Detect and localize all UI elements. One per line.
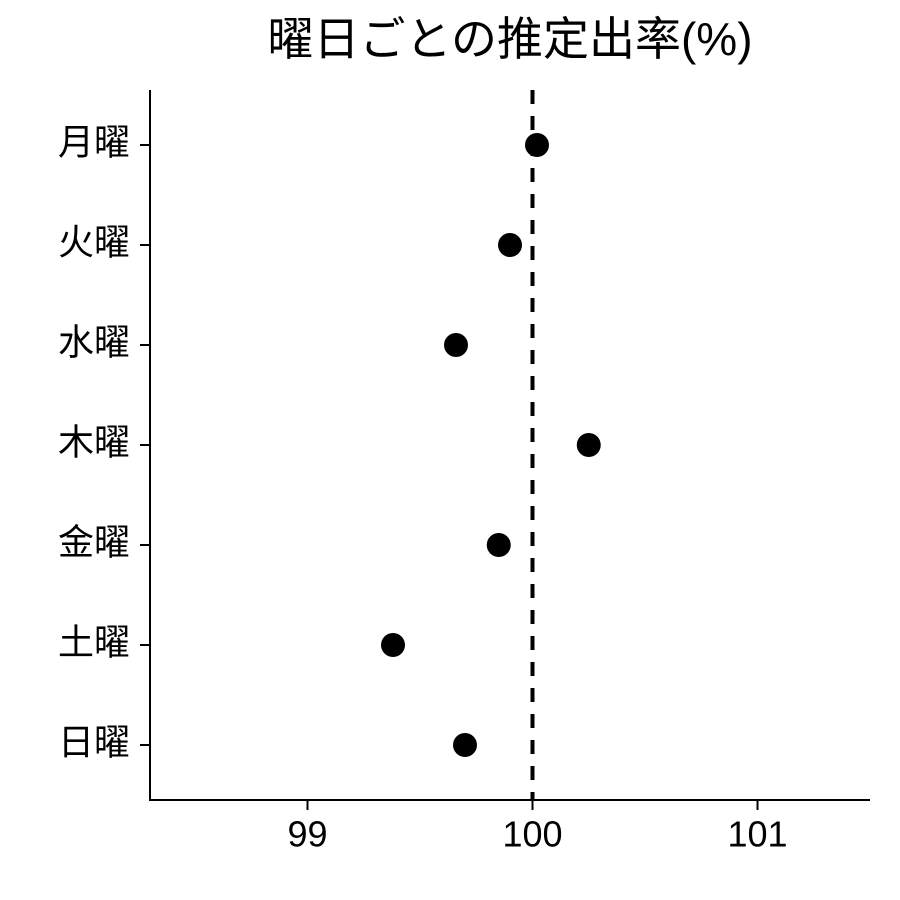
data-point xyxy=(453,733,477,757)
data-point xyxy=(525,133,549,157)
chart-title: 曜日ごとの推定出率(%) xyxy=(267,13,752,65)
data-point xyxy=(577,433,601,457)
y-tick-label: 火曜 xyxy=(58,222,130,263)
data-point xyxy=(498,233,522,257)
y-tick-label: 水曜 xyxy=(58,322,130,363)
dot-chart: 曜日ごとの推定出率(%) 99 100 101 月曜火曜水曜木曜金曜土曜日曜 xyxy=(0,0,900,900)
data-point xyxy=(381,633,405,657)
x-tick-label: 100 xyxy=(502,813,562,854)
y-tick-label: 金曜 xyxy=(58,522,130,563)
axis-frame xyxy=(150,90,870,800)
data-point xyxy=(444,333,468,357)
y-tick-label: 土曜 xyxy=(58,622,130,663)
y-tick-label: 木曜 xyxy=(58,422,130,463)
chart-container: 曜日ごとの推定出率(%) 99 100 101 月曜火曜水曜木曜金曜土曜日曜 xyxy=(0,0,900,900)
data-point xyxy=(487,533,511,557)
x-tick-label: 99 xyxy=(287,813,327,854)
y-tick-label: 日曜 xyxy=(58,722,130,763)
y-tick-label: 月曜 xyxy=(58,122,130,163)
x-tick-label: 101 xyxy=(727,813,787,854)
